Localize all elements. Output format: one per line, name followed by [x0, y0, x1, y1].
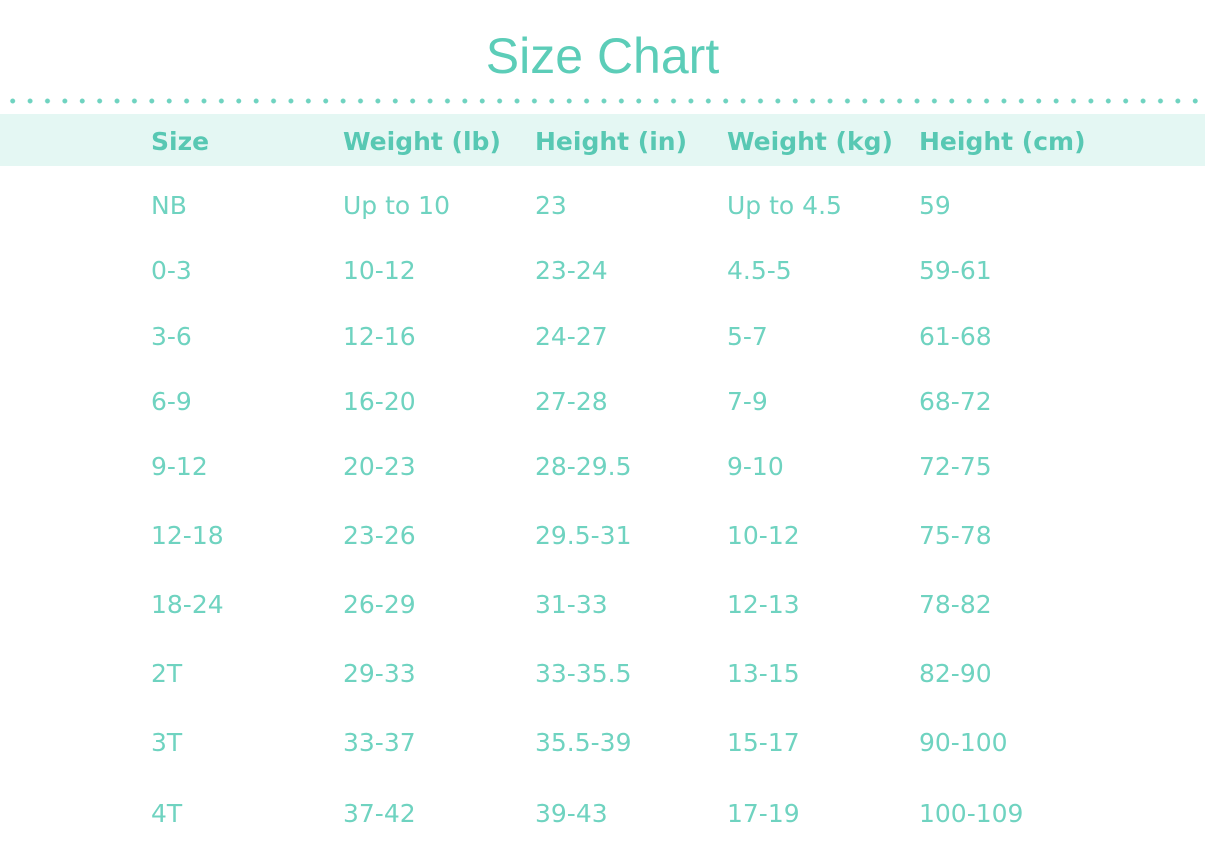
- table-cell-weight-kg: 9-10: [727, 452, 784, 481]
- table-cell-height-cm: 59-61: [919, 256, 992, 285]
- table-cell-height-cm: 68-72: [919, 387, 992, 416]
- table-cell-height-in: 31-33: [535, 590, 608, 619]
- table-cell-weight-lb: Up to 10: [343, 191, 450, 220]
- table-cell-size: 9-12: [151, 452, 208, 481]
- table-cell-size: 0-3: [151, 256, 192, 285]
- column-header-weight-kg: Weight (kg): [727, 127, 893, 156]
- table-cell-size: NB: [151, 191, 187, 220]
- table-cell-weight-lb: 12-16: [343, 322, 416, 351]
- table-cell-height-cm: 82-90: [919, 659, 992, 688]
- table-cell-weight-kg: 4.5-5: [727, 256, 792, 285]
- column-header-size: Size: [151, 127, 210, 156]
- table-cell-weight-lb: 23-26: [343, 521, 416, 550]
- table-cell-weight-kg: 15-17: [727, 728, 800, 757]
- table-cell-height-cm: 100-109: [919, 799, 1024, 828]
- table-cell-height-in: 27-28: [535, 387, 608, 416]
- table-cell-weight-kg: 13-15: [727, 659, 800, 688]
- table-cell-weight-kg: 5-7: [727, 322, 768, 351]
- dotted-divider: [0, 95, 1205, 107]
- table-header-band: [0, 114, 1205, 166]
- table-cell-height-in: 28-29.5: [535, 452, 632, 481]
- table-cell-size: 2T: [151, 659, 183, 688]
- column-header-height-in: Height (in): [535, 127, 688, 156]
- table-cell-height-cm: 78-82: [919, 590, 992, 619]
- table-cell-height-cm: 75-78: [919, 521, 992, 550]
- table-cell-height-cm: 59: [919, 191, 951, 220]
- table-cell-size: 6-9: [151, 387, 192, 416]
- table-cell-size: 4T: [151, 799, 183, 828]
- table-cell-height-cm: 90-100: [919, 728, 1008, 757]
- table-cell-height-in: 39-43: [535, 799, 608, 828]
- table-cell-weight-lb: 37-42: [343, 799, 416, 828]
- table-cell-height-cm: 61-68: [919, 322, 992, 351]
- table-cell-size: 3T: [151, 728, 183, 757]
- page-title: Size Chart: [485, 28, 720, 84]
- table-cell-height-cm: 72-75: [919, 452, 992, 481]
- table-cell-height-in: 24-27: [535, 322, 608, 351]
- table-cell-weight-kg: 10-12: [727, 521, 800, 550]
- table-cell-weight-kg: 7-9: [727, 387, 768, 416]
- table-cell-weight-kg: 17-19: [727, 799, 800, 828]
- table-cell-size: 3-6: [151, 322, 192, 351]
- table-cell-size: 18-24: [151, 590, 224, 619]
- table-cell-height-in: 35.5-39: [535, 728, 632, 757]
- table-cell-weight-lb: 10-12: [343, 256, 416, 285]
- table-cell-height-in: 33-35.5: [535, 659, 632, 688]
- table-cell-weight-kg: 12-13: [727, 590, 800, 619]
- table-cell-height-in: 23: [535, 191, 567, 220]
- table-cell-weight-lb: 33-37: [343, 728, 416, 757]
- column-header-height-cm: Height (cm): [919, 127, 1086, 156]
- table-cell-weight-lb: 29-33: [343, 659, 416, 688]
- table-cell-weight-lb: 26-29: [343, 590, 416, 619]
- table-cell-height-in: 29.5-31: [535, 521, 632, 550]
- table-cell-weight-lb: 20-23: [343, 452, 416, 481]
- table-cell-size: 12-18: [151, 521, 224, 550]
- table-cell-weight-lb: 16-20: [343, 387, 416, 416]
- column-header-weight-lb: Weight (lb): [343, 127, 501, 156]
- table-cell-weight-kg: Up to 4.5: [727, 191, 842, 220]
- table-cell-height-in: 23-24: [535, 256, 608, 285]
